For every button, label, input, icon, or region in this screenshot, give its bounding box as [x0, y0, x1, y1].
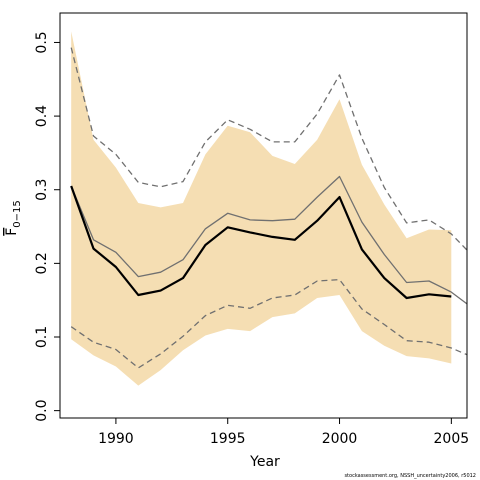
- source-footnote: stockassessment.org, NSSH_uncertainty200…: [344, 473, 476, 479]
- series-line-median: [70, 175, 468, 305]
- y-tick-label-0.2: 0.2: [34, 252, 50, 274]
- series-line-estimate: [70, 185, 452, 300]
- plot-frame: [59, 12, 468, 419]
- x-tick-label-2005: 2005: [434, 431, 470, 447]
- confidence-band-layer: [71, 31, 452, 386]
- y-tick-label-0.3: 0.3: [34, 179, 50, 201]
- y-axis-title-subscript: 0−15: [12, 200, 23, 227]
- series-line-upper-dashed: [70, 47, 468, 251]
- x-tick-label-1995: 1995: [210, 431, 246, 447]
- x-axis-title: Year: [249, 454, 280, 470]
- y-tick-label-0.4: 0.4: [34, 105, 50, 127]
- x-tick-label-1990: 1990: [98, 431, 134, 447]
- y-axis-title: F0−15: [4, 200, 23, 236]
- x-tick-label-2000: 2000: [322, 431, 358, 447]
- y-tick-label-0.5: 0.5: [34, 31, 50, 53]
- y-axis-title-main: F: [4, 228, 20, 236]
- series-lines-layer: [70, 47, 468, 369]
- svg-text:F0−15: F0−15: [4, 200, 23, 236]
- y-tick-label-0.1: 0.1: [34, 326, 50, 348]
- y-axis: 0.0 0.1 0.2 0.3 0.4 0.5: [34, 31, 60, 422]
- y-tick-label-0.0: 0.0: [34, 400, 50, 422]
- x-axis: 1990 1995 2000 2005: [98, 418, 469, 447]
- confidence-band: [71, 31, 452, 386]
